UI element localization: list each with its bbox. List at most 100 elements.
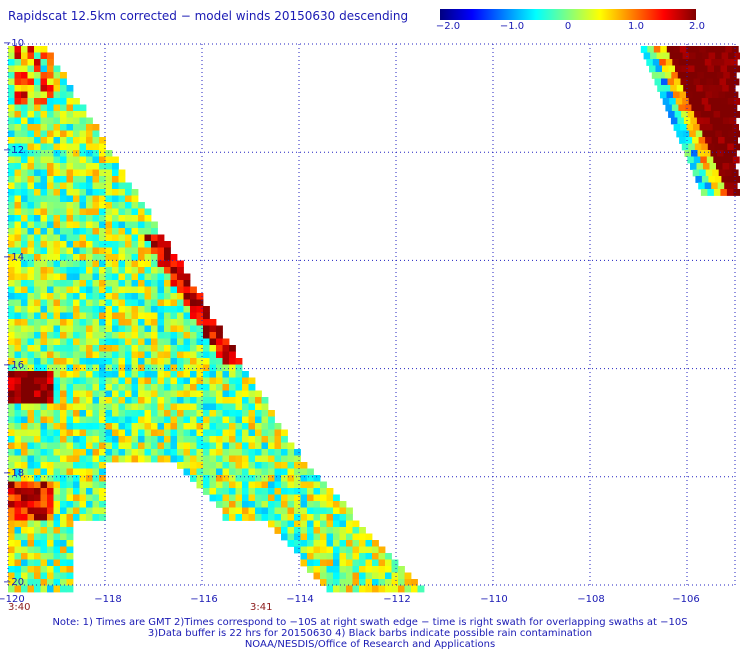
wind-diff-cell xyxy=(346,546,353,554)
wind-diff-cell xyxy=(66,163,74,170)
wind-diff-cell xyxy=(118,312,126,320)
wind-diff-cell xyxy=(60,332,67,339)
wind-diff-cell xyxy=(73,442,80,450)
wind-diff-cell xyxy=(222,481,230,489)
wind-diff-cell xyxy=(60,267,67,274)
wind-diff-cell xyxy=(242,481,249,489)
wind-diff-cell xyxy=(151,416,158,424)
wind-diff-cell xyxy=(196,468,204,476)
wind-diff-cell xyxy=(235,390,243,398)
wind-diff-cell xyxy=(255,514,262,521)
wind-diff-cell xyxy=(105,208,113,216)
lat-label: −20 xyxy=(3,577,25,588)
wind-diff-cell xyxy=(60,325,67,333)
wind-diff-cell xyxy=(8,104,15,112)
wind-diff-cell xyxy=(281,475,288,482)
wind-diff-cell xyxy=(53,228,61,235)
wind-diff-cell xyxy=(79,345,87,352)
wind-diff-cell xyxy=(60,241,67,248)
wind-diff-cell xyxy=(86,189,93,196)
wind-diff-cell xyxy=(112,403,119,411)
wind-diff-cell xyxy=(34,72,41,79)
wind-diff-cell xyxy=(203,449,210,456)
wind-diff-cell xyxy=(60,384,67,391)
wind-diff-cell xyxy=(125,436,132,443)
wind-diff-cell xyxy=(92,260,100,268)
wind-diff-cell xyxy=(144,325,152,333)
wind-diff-cell xyxy=(34,299,41,307)
wind-diff-cell xyxy=(47,202,54,209)
wind-diff-cell xyxy=(138,442,145,450)
wind-diff-cell xyxy=(222,403,230,411)
wind-diff-cell xyxy=(21,475,28,482)
wind-diff-cell xyxy=(352,579,360,586)
wind-diff-cell xyxy=(385,579,392,586)
wind-diff-cell xyxy=(66,533,74,541)
wind-diff-cell xyxy=(678,59,686,66)
wind-diff-cell xyxy=(203,364,210,372)
wind-diff-cell xyxy=(14,299,22,307)
wind-diff-cell xyxy=(21,98,28,105)
wind-diff-cell xyxy=(99,416,106,424)
wind-diff-cell xyxy=(209,410,217,417)
wind-diff-cell xyxy=(21,501,28,508)
wind-diff-cell xyxy=(255,501,262,508)
wind-diff-cell xyxy=(196,299,204,307)
wind-diff-cell xyxy=(131,436,139,443)
wind-diff-cell xyxy=(118,338,126,346)
wind-diff-cell xyxy=(125,397,132,404)
wind-diff-cell xyxy=(183,293,191,300)
wind-diff-cell xyxy=(53,65,61,73)
wind-diff-cell xyxy=(8,273,15,281)
wind-diff-cell xyxy=(183,377,191,385)
wind-diff-cell xyxy=(86,299,93,307)
wind-diff-cell xyxy=(27,455,35,463)
wind-diff-cell xyxy=(66,488,74,495)
wind-diff-cell xyxy=(8,46,15,53)
wind-diff-cell xyxy=(79,442,87,450)
wind-difference-cells xyxy=(8,46,740,593)
wind-diff-cell xyxy=(125,286,132,294)
wind-diff-cell xyxy=(47,572,54,580)
wind-diff-cell xyxy=(235,436,243,443)
wind-diff-cell xyxy=(34,546,41,554)
wind-diff-cell xyxy=(196,481,204,489)
wind-diff-cell xyxy=(151,397,158,404)
wind-diff-cell xyxy=(21,260,28,268)
wind-diff-cell xyxy=(14,163,22,170)
wind-diff-cell xyxy=(216,442,223,450)
wind-diff-cell xyxy=(40,104,48,112)
wind-diff-cell xyxy=(268,481,275,489)
wind-diff-cell xyxy=(203,462,210,469)
wind-diff-cell xyxy=(728,85,736,92)
wind-diff-cell xyxy=(138,429,145,437)
wind-diff-cell xyxy=(365,585,373,593)
wind-diff-cell xyxy=(733,111,740,118)
wind-diff-cell xyxy=(248,436,256,443)
wind-diff-cell xyxy=(242,403,249,411)
wind-diff-cell xyxy=(27,507,35,515)
wind-diff-cell xyxy=(47,195,54,203)
wind-diff-cell xyxy=(60,351,67,359)
wind-diff-cell xyxy=(8,195,15,203)
wind-diff-cell xyxy=(274,462,282,469)
wind-diff-cell xyxy=(27,137,35,144)
wind-diff-cell xyxy=(216,390,223,398)
wind-diff-cell xyxy=(138,208,145,216)
wind-diff-cell xyxy=(99,449,106,456)
wind-diff-cell xyxy=(105,163,113,170)
wind-diff-cell xyxy=(66,332,74,339)
wind-diff-cell xyxy=(692,137,699,144)
wind-diff-cell xyxy=(125,195,132,203)
wind-diff-cell xyxy=(21,273,28,281)
wind-diff-cell xyxy=(177,449,184,456)
wind-diff-cell xyxy=(105,351,113,359)
wind-diff-cell xyxy=(144,215,152,222)
wind-diff-cell xyxy=(47,449,54,456)
wind-diff-cell xyxy=(699,46,707,53)
wind-diff-cell xyxy=(79,494,87,502)
wind-diff-cell xyxy=(105,267,113,274)
wind-diff-cell xyxy=(112,332,119,339)
wind-diff-cell xyxy=(47,488,54,495)
wind-diff-cell xyxy=(151,247,158,255)
